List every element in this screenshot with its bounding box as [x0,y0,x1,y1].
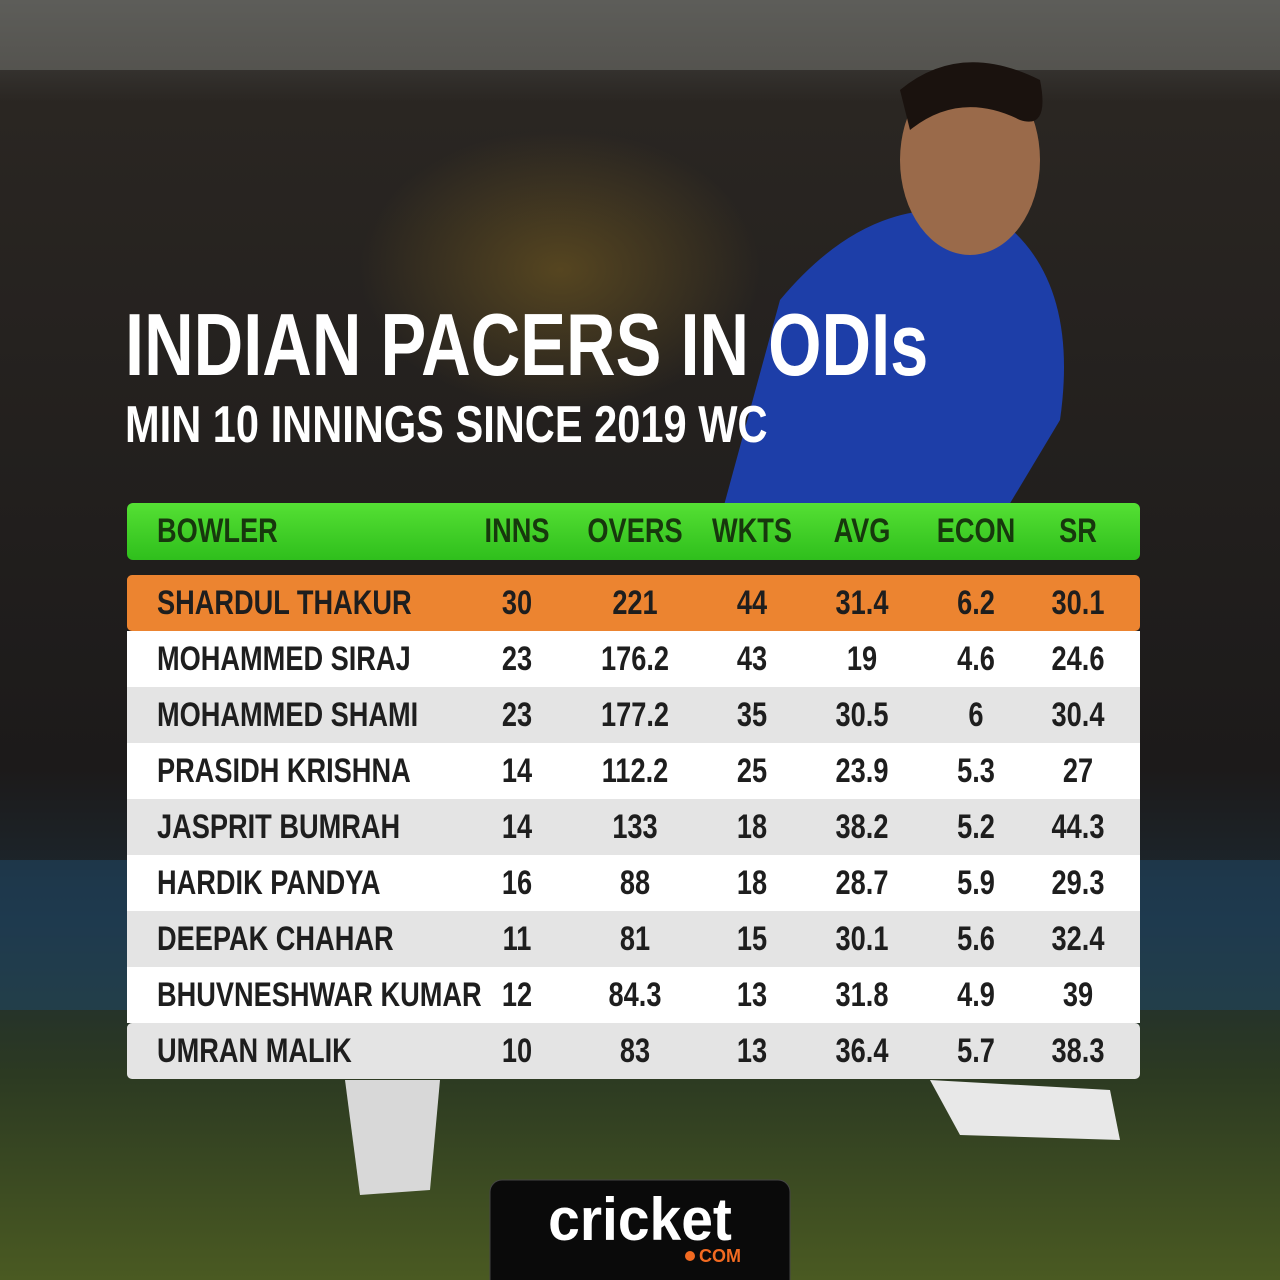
stat-cell: 5.6 [957,919,995,958]
bowler-name: UMRAN MALIK [157,1031,352,1070]
column-header: OVERS [587,511,682,550]
bowler-name: HARDIK PANDYA [157,863,381,902]
stat-cell: 4.6 [957,639,995,678]
stat-cell: 13 [737,975,767,1014]
stat-cell: 19 [847,639,877,678]
stat-cell: 39 [1063,975,1093,1014]
bowler-name: MOHAMMED SIRAJ [157,639,411,678]
bowler-name: MOHAMMED SHAMI [157,695,418,734]
table-row [127,575,1140,631]
stat-cell: 4.9 [957,975,995,1014]
stat-cell: 29.3 [1052,863,1105,902]
stat-cell: 43 [737,639,767,678]
player-shoe [345,1080,440,1195]
stat-cell: 44.3 [1052,807,1105,846]
stat-cell: 25 [737,751,767,790]
stat-cell: 5.9 [957,863,995,902]
stat-cell: 31.4 [836,583,889,622]
stat-cell: 13 [737,1031,767,1070]
stat-cell: 30.4 [1052,695,1105,734]
stat-cell: 10 [502,1031,532,1070]
stat-cell: 177.2 [601,695,669,734]
stat-cell: 11 [503,919,532,958]
column-header: ECON [937,511,1016,550]
table-row [127,967,1140,1023]
stat-cell: 23 [502,695,532,734]
bowler-name: JASPRIT BUMRAH [157,807,400,846]
column-header: AVG [834,511,891,550]
logo-dot [685,1251,695,1261]
bowler-name: SHARDUL THAKUR [157,583,412,622]
table-row [127,855,1140,911]
stat-cell: 18 [737,863,767,902]
table-row [127,1023,1140,1079]
stat-cell: 133 [612,807,657,846]
stat-cell: 15 [737,919,767,958]
stat-cell: 84.3 [609,975,662,1014]
stat-cell: 5.3 [957,751,995,790]
stat-cell: 44 [737,583,767,622]
stat-cell: 27 [1063,751,1093,790]
bowler-name: PRASIDH KRISHNA [157,751,411,790]
table-row [127,631,1140,687]
stat-cell: 38.3 [1052,1031,1105,1070]
stat-cell: 176.2 [601,639,669,678]
stat-cell: 35 [737,695,767,734]
stat-cell: 23.9 [836,751,889,790]
stat-cell: 24.6 [1052,639,1105,678]
table-row [127,911,1140,967]
stat-cell: 28.7 [836,863,889,902]
stat-cell: 5.2 [957,807,995,846]
title: INDIAN PACERS IN ODIs [125,296,928,394]
stat-cell: 18 [737,807,767,846]
column-header: BOWLER [157,511,278,550]
stat-cell: 36.4 [836,1031,889,1070]
column-header: INNS [485,511,550,550]
stat-cell: 83 [620,1031,650,1070]
stat-cell: 112.2 [602,751,669,790]
stat-cell: 30.1 [1052,583,1105,622]
stat-cell: 6 [968,695,983,734]
stat-cell: 31.8 [836,975,889,1014]
stat-cell: 16 [502,863,532,902]
stat-cell: 38.2 [836,807,889,846]
logo-box [489,1179,791,1280]
stat-cell: 30.5 [836,695,889,734]
stat-cell: 12 [502,975,532,1014]
stat-cell: 23 [502,639,532,678]
stat-cell: 14 [502,751,532,790]
player-jersey [720,210,1064,520]
stat-cell: 88 [620,863,650,902]
column-header: WKTS [712,511,792,550]
logo-name: cricket [548,1187,732,1254]
bowler-name: DEEPAK CHAHAR [157,919,394,958]
stat-cell: 5.7 [957,1031,995,1070]
table-row [127,743,1140,799]
stat-cell: 6.2 [957,583,995,622]
table-header [127,503,1140,560]
stat-cell: 221 [612,583,657,622]
table-row [127,799,1140,855]
logo-domain: COM [699,1246,741,1266]
column-header: SR [1059,511,1097,550]
player-shoe [930,1080,1120,1140]
stat-cell: 30.1 [836,919,889,958]
subtitle: MIN 10 INNINGS SINCE 2019 WC [125,395,768,454]
table-row [127,687,1140,743]
bowler-name: BHUVNESHWAR KUMAR [157,975,482,1014]
table: BOWLER INNS OVERS WKTS AVG ECON SR SHARDUL THAK… [127,511,1140,1079]
crowd-blur [360,130,760,410]
stat-cell: 14 [502,807,532,846]
stat-cell: 81 [620,919,650,958]
player-hair [900,62,1043,130]
stat-cell: 30 [502,583,532,622]
stat-cell: 32.4 [1052,919,1105,958]
stand-roof [0,0,1280,70]
